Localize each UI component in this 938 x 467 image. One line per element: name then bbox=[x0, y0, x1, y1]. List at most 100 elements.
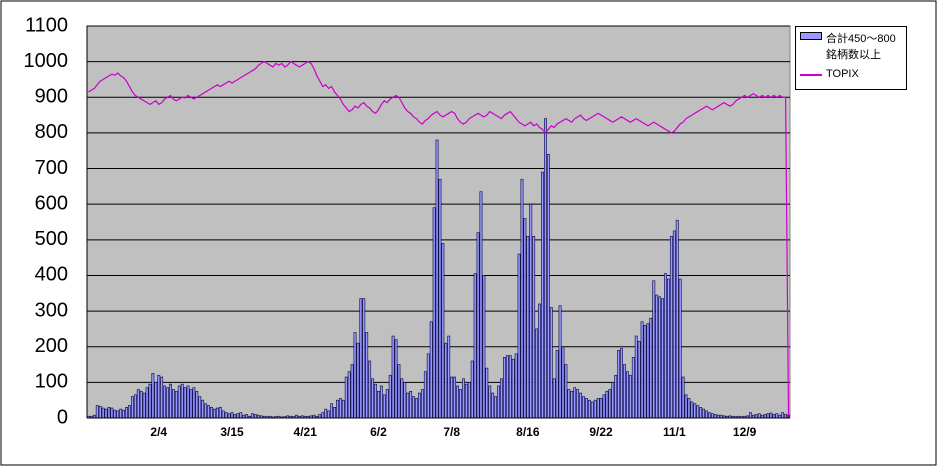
bar bbox=[107, 407, 111, 419]
bar bbox=[166, 387, 169, 419]
bar bbox=[409, 390, 413, 419]
bar bbox=[177, 385, 181, 419]
bar bbox=[649, 317, 653, 419]
bar bbox=[204, 403, 208, 419]
plot-area bbox=[86, 25, 791, 419]
bar bbox=[710, 413, 714, 419]
bar bbox=[186, 385, 190, 419]
bar bbox=[397, 364, 401, 419]
bar bbox=[330, 403, 333, 419]
bar bbox=[599, 398, 603, 419]
bar bbox=[456, 385, 459, 419]
bar bbox=[391, 335, 395, 419]
bar bbox=[110, 407, 114, 419]
legend-label: TOPIX bbox=[826, 68, 859, 80]
bar bbox=[705, 410, 708, 419]
bar bbox=[438, 178, 442, 419]
bar bbox=[113, 409, 117, 419]
bar bbox=[119, 408, 123, 419]
bar bbox=[441, 243, 445, 419]
bar bbox=[511, 358, 515, 419]
bar bbox=[388, 374, 392, 419]
y-tick-label: 1100 bbox=[25, 14, 68, 36]
bar bbox=[690, 401, 694, 419]
bar bbox=[160, 376, 164, 419]
bar bbox=[523, 218, 527, 419]
y-tick-label: 300 bbox=[35, 299, 68, 321]
bar bbox=[374, 383, 377, 419]
bar bbox=[582, 396, 585, 419]
bar bbox=[749, 412, 752, 419]
bar bbox=[353, 332, 357, 419]
bar bbox=[769, 412, 773, 419]
bar bbox=[652, 280, 656, 419]
bar bbox=[514, 353, 518, 419]
bar bbox=[546, 153, 550, 419]
bar bbox=[423, 371, 427, 419]
bar bbox=[541, 171, 544, 419]
bar bbox=[171, 389, 175, 419]
x-tick-label: 12/9 bbox=[733, 425, 757, 439]
bar bbox=[544, 118, 547, 419]
bar bbox=[494, 396, 498, 419]
bar bbox=[169, 383, 172, 419]
bar bbox=[215, 407, 219, 419]
bar bbox=[461, 378, 465, 419]
x-tick-label: 3/15 bbox=[220, 425, 244, 439]
bar bbox=[684, 394, 688, 419]
bar bbox=[479, 191, 483, 419]
x-tick-label: 8/16 bbox=[516, 425, 540, 439]
bar bbox=[608, 389, 612, 419]
bar bbox=[631, 357, 635, 419]
legend: 合計450～800銘柄数以上 TOPIX bbox=[795, 26, 907, 90]
bar bbox=[766, 413, 770, 419]
bar bbox=[254, 414, 257, 419]
bar bbox=[157, 374, 161, 419]
bar bbox=[473, 273, 477, 419]
y-tick-label: 400 bbox=[35, 264, 68, 286]
bar bbox=[675, 219, 679, 419]
bar bbox=[347, 371, 351, 419]
y-tick-label: 500 bbox=[35, 228, 68, 250]
bar bbox=[371, 378, 375, 419]
bar bbox=[207, 405, 210, 419]
bar bbox=[236, 413, 240, 419]
legend-swatch bbox=[800, 74, 822, 76]
bar bbox=[368, 360, 372, 419]
bar bbox=[338, 398, 342, 419]
bar bbox=[634, 335, 638, 419]
bar bbox=[394, 339, 398, 419]
bar bbox=[189, 389, 193, 419]
bar bbox=[781, 412, 785, 419]
bar bbox=[379, 385, 383, 419]
bar bbox=[520, 178, 524, 419]
bar bbox=[623, 364, 626, 419]
bar bbox=[403, 382, 407, 419]
bar bbox=[640, 321, 644, 419]
bar bbox=[628, 374, 632, 419]
bar bbox=[664, 273, 667, 419]
bar bbox=[687, 398, 691, 419]
legend-swatch bbox=[800, 32, 822, 40]
bar bbox=[585, 398, 588, 419]
bar bbox=[356, 342, 360, 419]
bar bbox=[708, 412, 711, 419]
x-tick-label: 2/4 bbox=[150, 425, 167, 439]
y-tick-label: 0 bbox=[57, 406, 68, 428]
bar bbox=[227, 413, 231, 419]
bar bbox=[538, 303, 541, 419]
bar bbox=[526, 235, 530, 419]
bar bbox=[382, 394, 386, 419]
bar bbox=[491, 392, 495, 419]
bar bbox=[233, 414, 237, 419]
bar bbox=[611, 382, 615, 419]
x-tick-label: 4/21 bbox=[294, 425, 318, 439]
bar bbox=[418, 392, 421, 419]
bar bbox=[145, 387, 149, 419]
bar bbox=[517, 253, 521, 419]
bar bbox=[508, 355, 512, 419]
bar bbox=[573, 387, 577, 419]
bar bbox=[488, 385, 492, 419]
bar bbox=[775, 413, 779, 419]
bar bbox=[549, 307, 553, 419]
